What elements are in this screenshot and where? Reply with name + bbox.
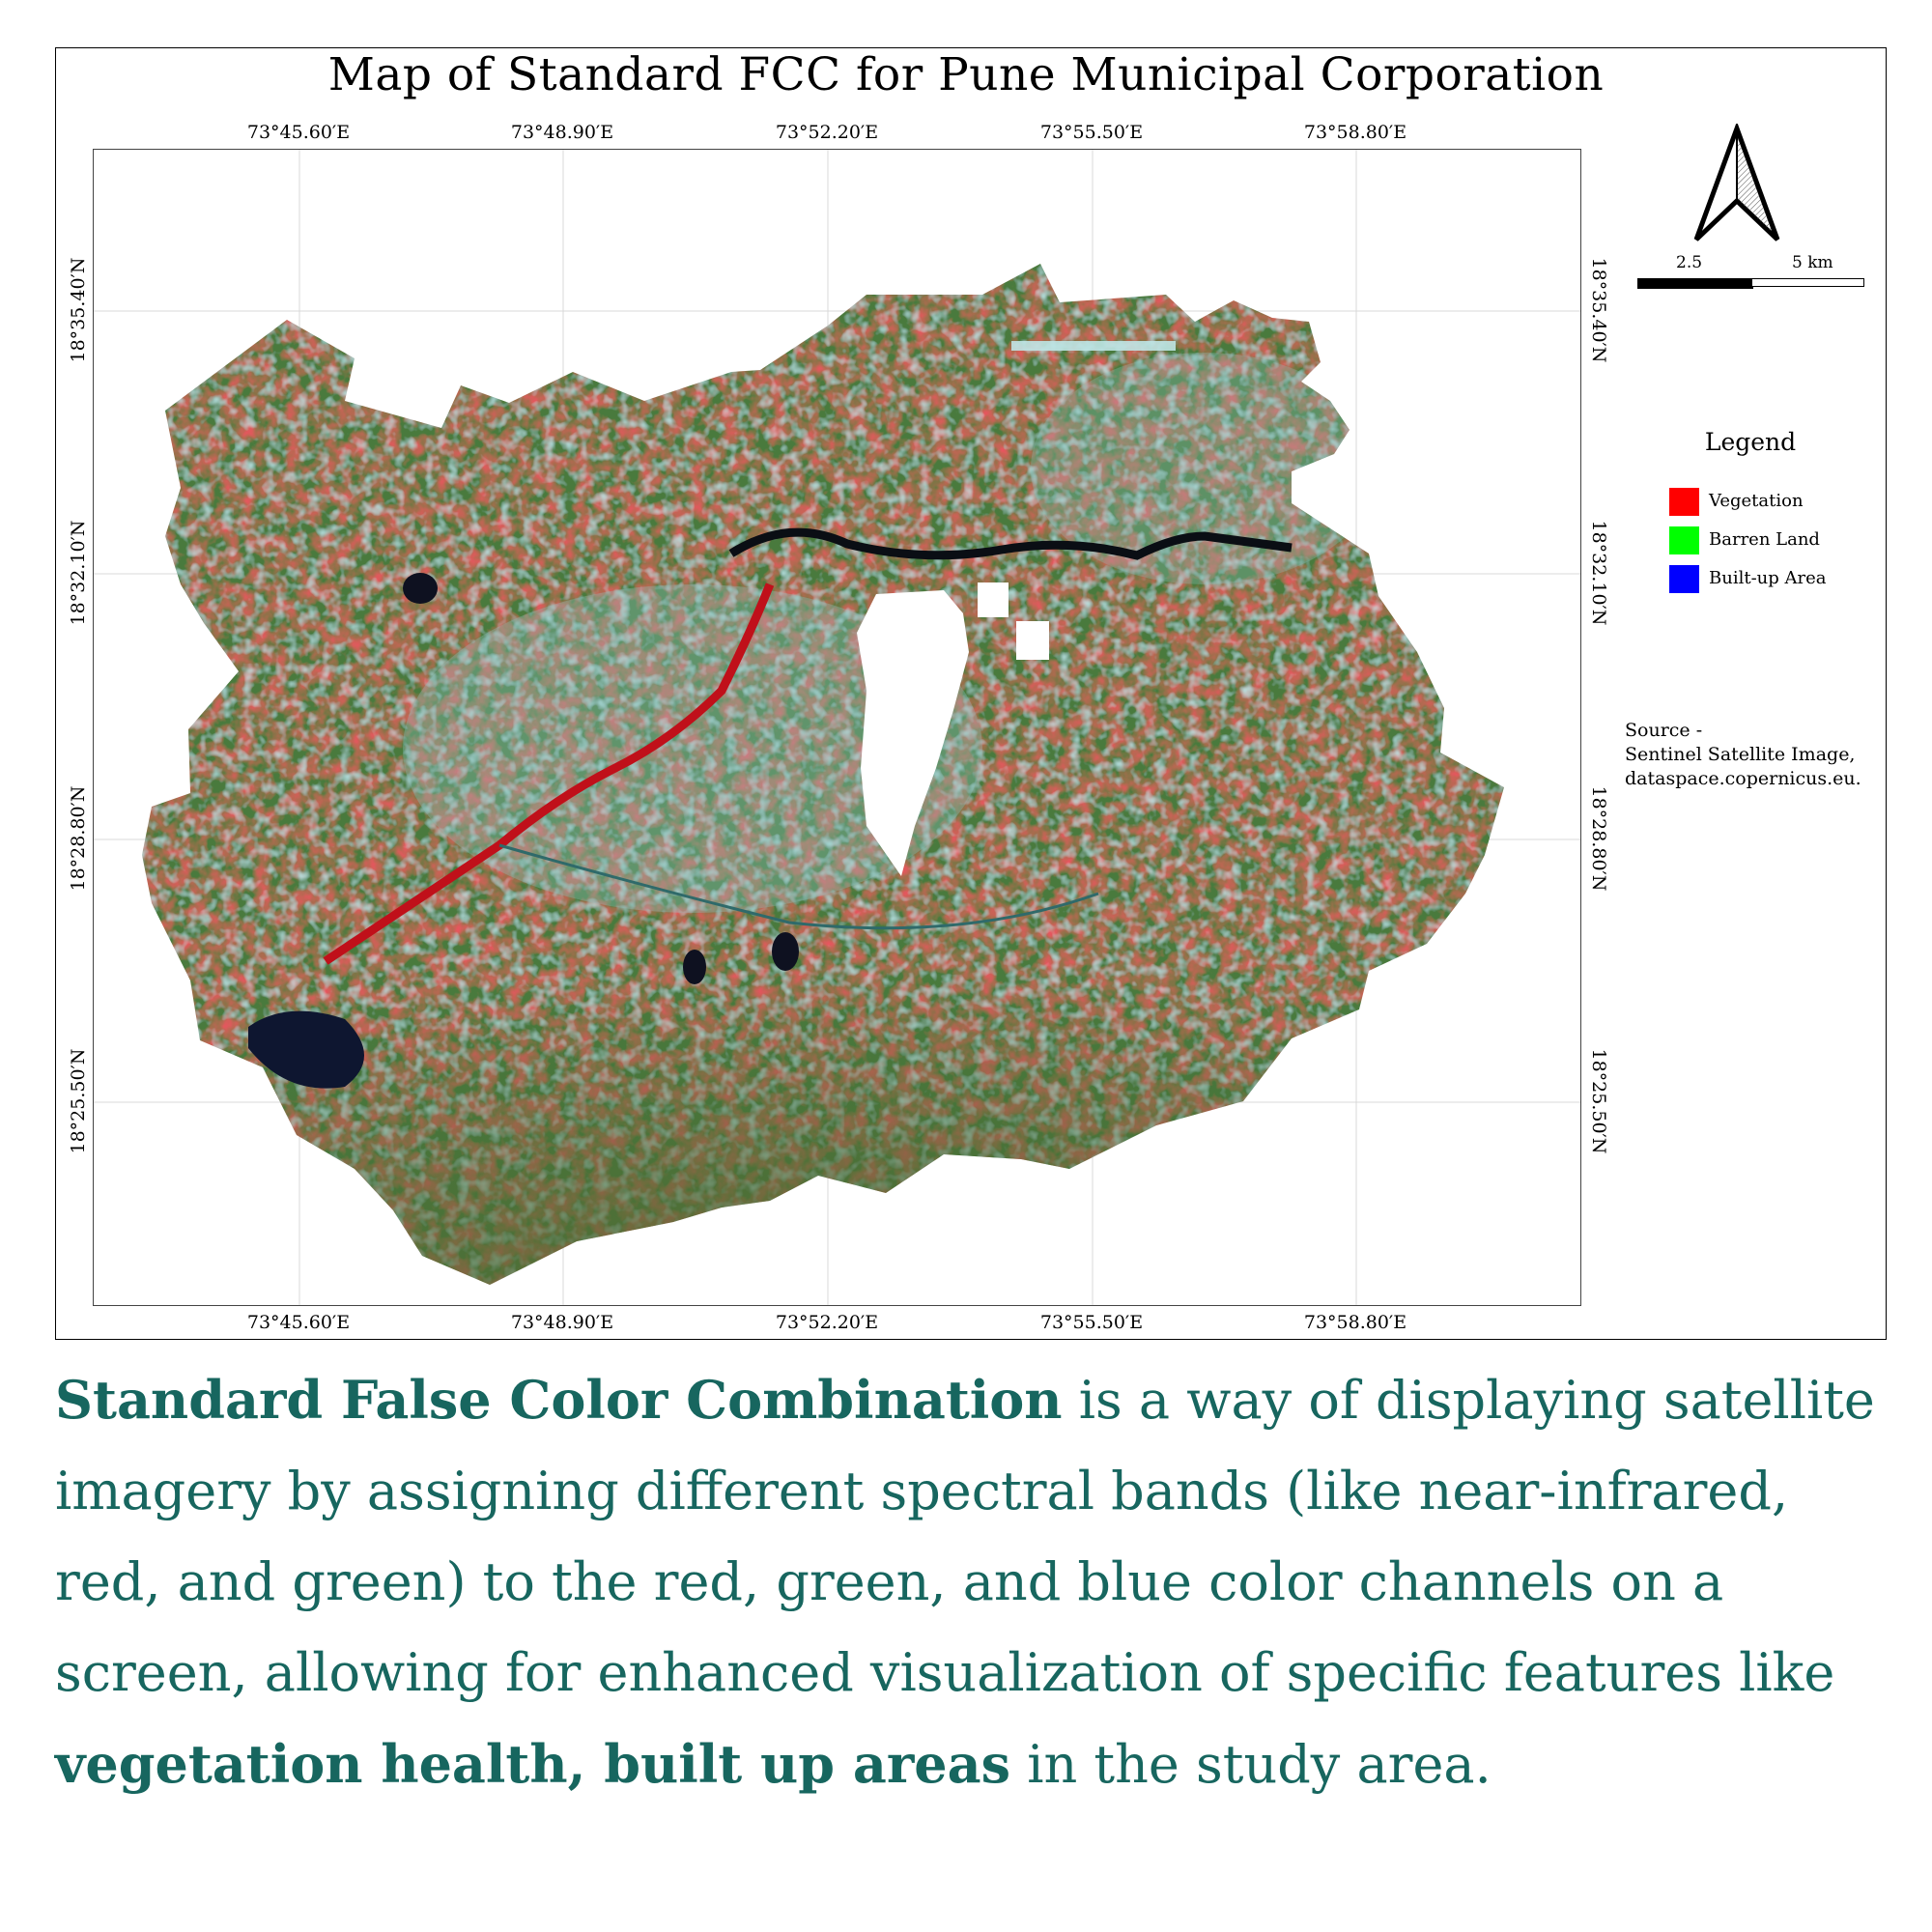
- latitude-tick-left: 18°35.40′N: [68, 257, 89, 363]
- legend-item-barren-land: Barren Land: [1669, 526, 1882, 555]
- longitude-tick-bottom: 73°58.80′E: [1303, 1312, 1407, 1333]
- scale-label: 2.5: [1676, 253, 1703, 272]
- source-note: Source - Sentinel Satellite Image, datas…: [1625, 719, 1861, 791]
- description-bold: Standard False Color Combination: [55, 1369, 1063, 1431]
- legend-label: Barren Land: [1709, 529, 1820, 550]
- north-arrow-icon: [1693, 124, 1780, 242]
- map-frame: [55, 47, 1887, 1340]
- description-text: in the study area.: [1010, 1734, 1492, 1795]
- map-title: Map of Standard FCC for Pune Municipal C…: [327, 48, 1605, 101]
- cantonment-gap: [857, 590, 969, 876]
- longitude-tick-top: 73°45.60′E: [246, 122, 351, 143]
- legend-label: Vegetation: [1709, 491, 1804, 511]
- legend-title: Legend: [1704, 428, 1797, 456]
- description-text: is a way of displaying satellite imagery…: [55, 1370, 1875, 1703]
- description-paragraph: Standard False Color Combination is a wa…: [55, 1354, 1910, 1810]
- scale-label: 5 km: [1792, 253, 1833, 272]
- legend-swatch: [1669, 488, 1699, 516]
- legend-label: Built-up Area: [1709, 568, 1827, 588]
- longitude-tick-top: 73°48.90′E: [510, 122, 614, 143]
- legend-swatch: [1669, 565, 1699, 593]
- source-line: Source -: [1625, 720, 1703, 741]
- description-bold: vegetation health, built up areas: [55, 1733, 1011, 1795]
- longitude-tick-bottom: 73°52.20′E: [775, 1312, 879, 1333]
- latitude-tick-left: 18°28.80′N: [68, 785, 89, 892]
- latitude-tick-left: 18°25.50′N: [68, 1048, 89, 1154]
- latitude-tick-right: 18°25.50′N: [1588, 1048, 1609, 1154]
- scale-bar-black: [1637, 278, 1753, 289]
- legend-item-vegetation: Vegetation: [1669, 488, 1882, 517]
- latitude-tick-left: 18°32.10′N: [68, 520, 89, 626]
- scale-bar: 2.5 5 km: [1633, 253, 1864, 292]
- map-area: [93, 149, 1581, 1306]
- longitude-tick-top: 73°58.80′E: [1303, 122, 1407, 143]
- legend-swatch: [1669, 526, 1699, 554]
- source-line: Sentinel Satellite Image,: [1625, 744, 1856, 765]
- latitude-tick-right: 18°35.40′N: [1588, 257, 1609, 363]
- satellite-image: [94, 150, 1580, 1305]
- longitude-tick-top: 73°55.50′E: [1039, 122, 1144, 143]
- latitude-tick-right: 18°28.80′N: [1588, 785, 1609, 892]
- longitude-tick-bottom: 73°45.60′E: [246, 1312, 351, 1333]
- longitude-tick-bottom: 73°48.90′E: [510, 1312, 614, 1333]
- longitude-tick-bottom: 73°55.50′E: [1039, 1312, 1144, 1333]
- latitude-tick-right: 18°32.10′N: [1588, 520, 1609, 626]
- legend-item-built-up-area: Built-up Area: [1669, 565, 1882, 594]
- longitude-tick-top: 73°52.20′E: [775, 122, 879, 143]
- source-line: dataspace.copernicus.eu.: [1625, 768, 1861, 789]
- scale-bar-white: [1751, 278, 1864, 287]
